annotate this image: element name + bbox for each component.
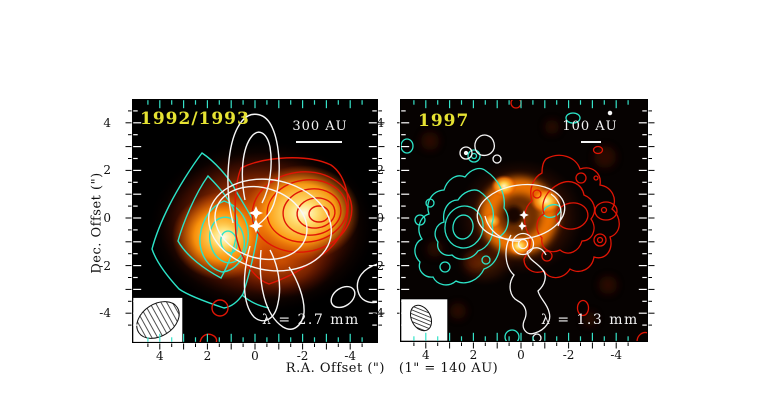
x-tick-label: 0 bbox=[517, 348, 525, 362]
y-tick-label: 0 bbox=[376, 211, 384, 225]
wavelength-label-right: λ = 1.3 mm bbox=[541, 312, 639, 328]
scalebar-label-left: 300 AU bbox=[292, 119, 348, 134]
x-axis-label: R.A. Offset (") (1" = 140 AU) bbox=[285, 361, 499, 376]
x-tick-label: 0 bbox=[251, 349, 259, 363]
y-tick-label: 2 bbox=[103, 163, 111, 178]
y-tick-label: -4 bbox=[372, 306, 384, 321]
x-tick-label: -4 bbox=[344, 349, 357, 363]
x-tick-label: -2 bbox=[296, 349, 309, 363]
scalebar-line-right bbox=[581, 141, 601, 143]
x-tick-label: 2 bbox=[469, 348, 478, 362]
star-markers bbox=[518, 210, 529, 231]
panel-1992-1993 bbox=[125, 99, 385, 350]
blueshifted-contours bbox=[401, 112, 581, 341]
x-tick-label: 4 bbox=[155, 349, 164, 363]
y-tick-label: -2 bbox=[372, 258, 384, 273]
beam-ellipse bbox=[409, 304, 433, 332]
axis-ticks-right-panel bbox=[397, 100, 655, 349]
star-markers bbox=[248, 205, 264, 234]
scalebar-line-left bbox=[296, 141, 342, 143]
scalebar-label-right: 100 AU bbox=[562, 119, 618, 134]
y-tick-label: 4 bbox=[103, 115, 111, 130]
white-contours bbox=[459, 110, 613, 341]
x-tick-label: -2 bbox=[562, 348, 575, 362]
panel-frame bbox=[132, 99, 378, 343]
axis-ticks-left-panel bbox=[125, 100, 385, 350]
y-tick-label: -2 bbox=[99, 258, 111, 273]
redshifted-contours bbox=[510, 100, 647, 341]
y-tick-label: 0 bbox=[103, 211, 111, 225]
x-tick-label: 2 bbox=[203, 349, 212, 363]
epoch-label-right: 1997 bbox=[418, 111, 470, 131]
panel-frame bbox=[400, 99, 648, 342]
wavelength-label-left: λ = 2.7 mm bbox=[262, 312, 360, 328]
panel-1997 bbox=[397, 99, 655, 349]
white-contours bbox=[207, 113, 377, 330]
blueshifted-contours bbox=[151, 152, 270, 309]
epoch-label-left: 1992/1993 bbox=[140, 109, 250, 129]
beam-ellipse-box-left bbox=[133, 296, 184, 342]
y-tick-label: 2 bbox=[376, 163, 384, 178]
beam-ellipse-box-right bbox=[401, 298, 449, 341]
y-tick-label: -4 bbox=[99, 306, 111, 321]
y-tick-label: 4 bbox=[376, 115, 384, 130]
x-tick-label: 4 bbox=[421, 348, 430, 362]
x-tick-label: -4 bbox=[610, 348, 623, 362]
beam-ellipse bbox=[136, 301, 180, 339]
